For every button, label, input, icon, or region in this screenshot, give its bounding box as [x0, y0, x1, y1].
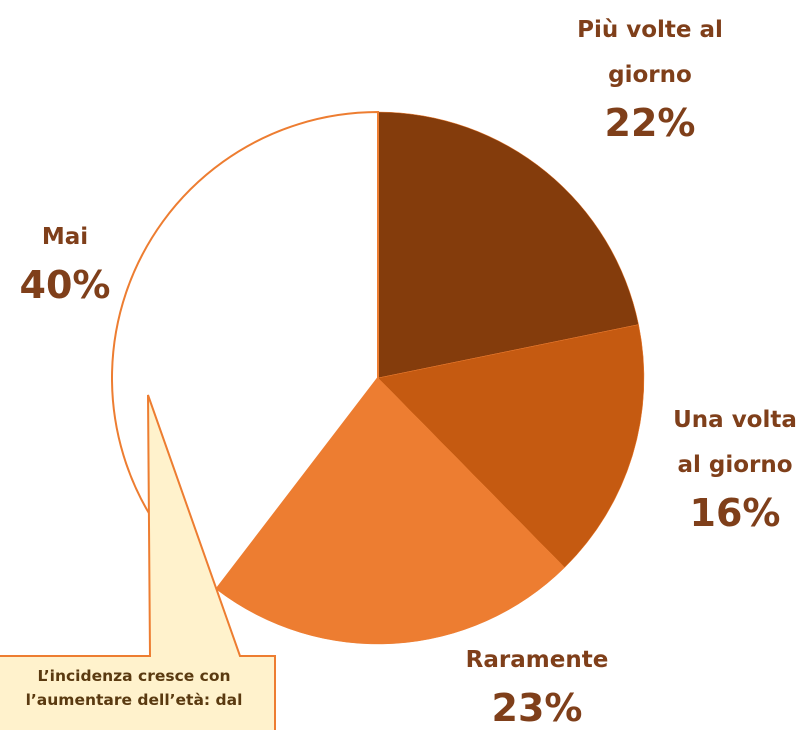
category-label: Più volte al giorno [577, 17, 723, 88]
slice-label: Mai 40% [5, 215, 125, 310]
pie-slice [377, 111, 639, 379]
category-label: Raramente [465, 647, 609, 673]
value-label: 40% [19, 263, 111, 307]
value-label: 23% [491, 686, 583, 730]
pie [111, 110, 645, 645]
pie-slice [215, 377, 565, 645]
category-label: Mai [41, 224, 89, 250]
callout-text: L’incidenza cresce con l’aumentare dell’… [25, 667, 243, 709]
slice-label: Più volte al giorno 22% [555, 8, 745, 148]
value-label: 22% [604, 101, 696, 145]
category-label: Una volta al giorno [673, 407, 797, 478]
slice-label: Raramente 23% [427, 638, 647, 733]
slice-label: Una volta al giorno 16% [660, 398, 809, 538]
value-label: 16% [689, 491, 781, 535]
pie-slice [377, 324, 645, 568]
callout-box [0, 394, 276, 730]
